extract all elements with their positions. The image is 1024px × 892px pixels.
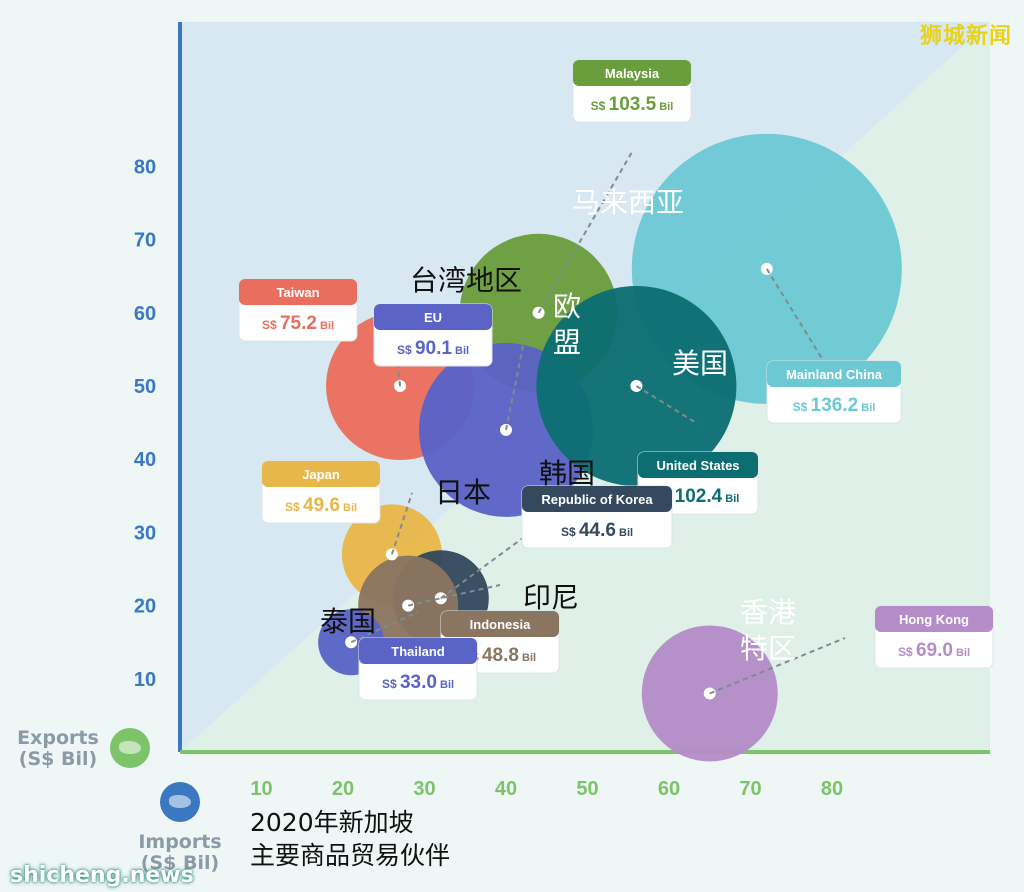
total-trade-value: S$ 33.0 Bil [382,672,454,693]
label-card-header [875,606,993,632]
label-card-header [638,452,758,478]
x-tick-label: 50 [576,778,598,800]
y-tick-label: 50 [134,376,156,398]
y-axis-title-line2: (S$ Bil) [18,748,98,770]
y-axis-title: Exports (S$ Bil) [8,728,108,770]
bubble-label-zh: 泰国 [320,605,376,638]
bubble-label-zh: 印尼 [523,581,579,614]
leader-line [407,584,501,607]
country-name: United States [656,458,739,473]
y-tick-label: 20 [134,596,156,618]
bubble-label-zh: 盟 [553,326,581,359]
label-card-header [522,486,672,512]
y-tick-label: 40 [134,449,156,471]
y-tick-label: 60 [134,303,156,325]
total-trade-value: S$ 136.2 Bil [793,395,876,416]
country-name: Thailand [391,644,445,659]
x-tick-label: 40 [495,778,517,800]
bubble-label-zh: 马来西亚 [572,186,684,219]
bubble-label-zh: 台湾地区 [410,264,522,297]
label-card-header [573,60,691,86]
caption-line2: 主要商品贸易伙伴 [250,841,451,870]
watermark: shicheng.news [10,863,194,888]
total-trade-value: S$ 69.0 Bil [898,640,970,661]
y-tick-label: 30 [134,522,156,544]
y-axis-title-line1: Exports [17,727,99,749]
bubble-label-zh: 欧 [553,290,581,323]
total-trade-value: S$ 103.5 Bil [591,94,674,115]
exports-globe-icon [110,728,150,768]
x-tick-label: 80 [821,778,843,800]
country-name: Taiwan [276,285,319,300]
bubble-label-zh: 日本 [435,476,491,509]
x-tick-label: 20 [332,778,354,800]
leader-line [709,637,846,695]
x-tick-label: 30 [413,778,435,800]
caption-line1: 2020年新加坡 [250,808,414,837]
leader-line [635,385,699,425]
country-name: Republic of Korea [541,492,653,507]
label-card-header [441,611,559,637]
brand-logo: 狮城新闻 [919,24,1012,49]
country-name: Malaysia [605,66,660,81]
leader-line [765,268,835,379]
label-card-header [359,638,477,664]
y-tick-label: 10 [134,669,156,691]
leader-line [537,151,633,314]
x-tick-label: 70 [739,778,761,800]
bubble-label-zh: 韩国 [539,457,595,490]
x-tick-label: 10 [250,778,272,800]
x-axis-title-line1: Imports [138,831,222,853]
bubble-label-zh: 香港 [740,596,796,629]
label-card-header [374,304,492,330]
total-trade-value: S$ 44.6 Bil [561,520,633,541]
leader-line [505,335,526,431]
imports-globe-icon [160,782,200,822]
total-trade-value: S$ 49.6 Bil [285,495,357,516]
bubble-label-zh: 特区 [740,632,796,665]
country-name: Japan [302,467,340,482]
x-tick-label: 60 [658,778,680,800]
y-tick-label: 80 [134,156,156,178]
label-card-header [767,361,901,387]
x-axis-title-line2: (S$ Bil) [140,852,220,874]
label-card-header [239,279,357,305]
country-name: Hong Kong [899,612,969,627]
y-tick-label: 70 [134,230,156,252]
leader-line [390,492,413,555]
label-card-header [262,461,380,487]
total-trade-value: S$ 90.1 Bil [397,338,469,359]
bubble-label-zh: 美国 [672,347,728,380]
chart-caption: 2020年新加坡 主要商品贸易伙伴 [250,806,450,872]
country-name: EU [424,310,442,325]
leader-line [350,611,419,644]
country-name: Mainland China [786,367,883,382]
country-name: Indonesia [470,617,531,632]
x-axis-title: Imports (S$ Bil) [128,832,232,874]
total-trade-value: S$ 75.2 Bil [262,313,334,334]
